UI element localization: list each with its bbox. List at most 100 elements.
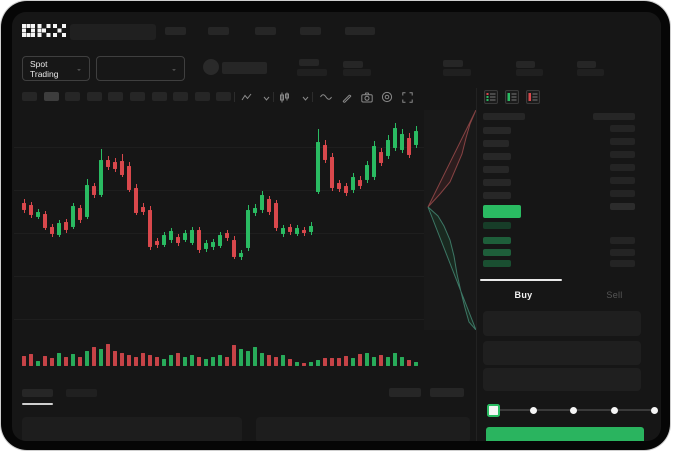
fullscreen-icon[interactable] [401,91,413,103]
header-search-placeholder[interactable] [70,24,156,40]
volume-bar [155,357,159,366]
order-input-placeholder[interactable] [483,368,641,391]
timeframe-button[interactable] [151,92,167,101]
nav-item-placeholder[interactable] [208,27,229,35]
order-input-placeholder[interactable] [483,341,641,365]
ticker-stat-value [516,69,543,76]
volume-bar [407,360,411,366]
volume-bar [57,353,61,366]
last-amount-placeholder[interactable] [610,203,635,210]
bottom-action-placeholder[interactable] [389,388,421,397]
nav-item-placeholder[interactable] [345,27,375,35]
candle-body [267,199,271,212]
bid-price-placeholder[interactable] [483,249,511,256]
timeframe-button[interactable] [86,92,102,101]
amount-slider-handle[interactable] [487,404,500,417]
draw-icon[interactable] [340,91,352,103]
candle-body [379,152,383,163]
okx-logo[interactable] [22,24,66,38]
volume-bar [197,357,201,366]
slider-stop[interactable] [651,407,658,414]
ask-amount-placeholder[interactable] [610,151,635,158]
orders-table-placeholder [256,417,470,441]
book-bids-icon[interactable] [505,90,519,104]
ticker-stat-label [343,61,363,68]
volume-bar [246,351,250,366]
indicator-icon[interactable] [320,91,332,103]
tab-buy[interactable]: Buy [478,280,569,310]
timeframe-button[interactable] [194,92,210,101]
ticker-stat-value [343,69,371,76]
settings-icon[interactable] [381,91,393,103]
timeframe-button[interactable] [22,92,37,101]
chevron-down-icon[interactable] [299,92,311,104]
ask-price-placeholder[interactable] [483,179,511,186]
volume-bar [92,347,96,366]
bid-price-placeholder[interactable] [483,260,511,267]
pair-select[interactable]: ⌄ [96,56,185,81]
timeframe-button[interactable] [108,92,124,101]
bottom-tab-placeholder[interactable] [22,389,53,397]
ask-amount-placeholder[interactable] [610,177,635,184]
candle-body [197,230,201,250]
camera-icon[interactable] [361,91,373,103]
nav-item-placeholder[interactable] [165,27,186,35]
slider-stop[interactable] [530,407,537,414]
bid-amount-placeholder[interactable] [610,249,635,256]
volume-bar [414,362,418,366]
ask-amount-placeholder[interactable] [610,164,635,171]
order-input-placeholder[interactable] [483,311,641,336]
slider-stop[interactable] [611,407,618,414]
candle-body [295,228,299,234]
candle-body [204,243,208,249]
candle-body [141,207,145,212]
line-style-icon[interactable] [240,91,252,103]
buy-submit-button[interactable] [486,427,644,441]
candle-body [127,166,131,190]
candle-body [393,128,397,148]
bottom-action-placeholder[interactable] [430,388,464,397]
candle-body [190,230,194,243]
chevron-down-icon[interactable] [260,92,272,104]
candle-type-icon[interactable] [278,91,290,103]
bid-amount-placeholder[interactable] [610,237,635,244]
market-type-select[interactable]: Spot Trading ⌄ [22,56,90,81]
ask-price-placeholder[interactable] [483,192,511,199]
volume-bar [190,355,194,366]
last-price-block[interactable] [483,205,521,218]
ask-amount-placeholder[interactable] [610,190,635,197]
depth-bids-area [427,206,477,331]
book-asks-icon[interactable] [526,90,540,104]
ask-price-placeholder[interactable] [483,166,509,173]
bid-price-placeholder[interactable] [483,222,511,229]
slider-stop[interactable] [570,407,577,414]
ask-price-placeholder[interactable] [483,140,509,147]
bottom-tab-placeholder[interactable] [66,389,97,397]
depth-chart [424,109,477,331]
ask-amount-placeholder[interactable] [610,125,635,132]
volume-bar [176,353,180,366]
ask-price-placeholder[interactable] [483,153,511,160]
candle-body [302,230,306,233]
volume-bar [43,356,47,366]
tab-buy-label: Buy [514,290,533,300]
volume-bar [85,351,89,366]
timeframe-button[interactable] [65,92,81,101]
book-all-icon[interactable] [484,90,498,104]
nav-item-placeholder[interactable] [255,27,276,35]
tab-sell[interactable]: Sell [569,280,660,310]
ask-amount-placeholder[interactable] [610,138,635,145]
price-chart[interactable] [12,12,476,441]
candle-body [85,185,89,217]
bid-amount-placeholder[interactable] [610,260,635,267]
coin-icon [203,59,219,75]
timeframe-button[interactable] [216,92,232,101]
ask-price-placeholder[interactable] [483,127,511,134]
candle-body [260,195,264,210]
bid-price-placeholder[interactable] [483,237,511,244]
timeframe-button[interactable] [173,92,189,101]
timeframe-button[interactable] [43,92,59,101]
nav-item-placeholder[interactable] [300,27,321,35]
volume-bar [323,358,327,366]
timeframe-button[interactable] [130,92,145,101]
